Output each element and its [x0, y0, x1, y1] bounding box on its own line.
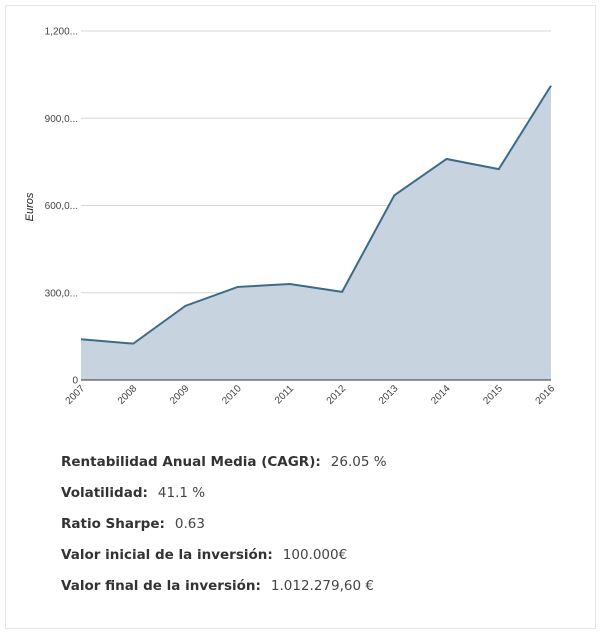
area-fill	[81, 85, 551, 381]
stat-label: Valor inicial de la inversión:	[61, 547, 273, 563]
stat-cagr: Rentabilidad Anual Media (CAGR): 26.05 %	[61, 452, 581, 483]
stat-initial-value: Valor inicial de la inversión: 100.000€	[61, 545, 581, 576]
stat-value: 26.05 %	[330, 454, 387, 470]
x-tick-labels: 2007 2008 2009 2010 2011 2012 2013 2014 2015 2016	[64, 383, 558, 407]
y-axis-label: Euros	[24, 192, 36, 221]
stats-list: Rentabilidad Anual Media (CAGR): 26.05 % …	[61, 452, 581, 607]
stat-label: Rentabilidad Anual Media (CAGR):	[61, 454, 321, 470]
y-tick-label: 0	[72, 376, 78, 387]
x-tick-label: 2014	[429, 383, 453, 407]
x-tick-label: 2007	[64, 383, 88, 407]
x-tick-label: 2010	[220, 383, 244, 407]
stat-label: Volatilidad:	[61, 485, 148, 501]
stat-value: 100.000€	[282, 547, 348, 563]
x-tick-label: 2016	[534, 383, 558, 407]
stat-value: 0.63	[174, 516, 205, 532]
y-tick-label: 600,0...	[45, 201, 78, 212]
x-tick-label: 2012	[325, 383, 349, 407]
x-tick-label: 2011	[273, 383, 296, 406]
stat-volatility: Volatilidad: 41.1 %	[61, 483, 581, 514]
x-tick-label: 2015	[481, 383, 505, 407]
stat-final-value: Valor final de la inversión: 1.012.279,60…	[61, 576, 581, 607]
y-tick-label: 900,0...	[45, 114, 78, 125]
x-tick-label: 2009	[168, 383, 192, 407]
stat-value: 1.012.279,60 €	[270, 578, 374, 594]
y-tick-label: 1,200...	[45, 27, 78, 38]
y-tick-labels: 0 300,0... 600,0... 900,0... 1,200...	[45, 27, 79, 387]
series-line	[80, 85, 552, 345]
y-tick-label: 300,0...	[45, 288, 78, 299]
stat-value: 41.1 %	[157, 485, 206, 501]
stat-label: Valor final de la inversión:	[61, 578, 261, 594]
x-tick-label: 2008	[116, 383, 140, 407]
stat-label: Ratio Sharpe:	[61, 516, 165, 532]
stat-sharpe: Ratio Sharpe: 0.63	[61, 514, 581, 545]
x-tick-label: 2013	[377, 383, 401, 407]
